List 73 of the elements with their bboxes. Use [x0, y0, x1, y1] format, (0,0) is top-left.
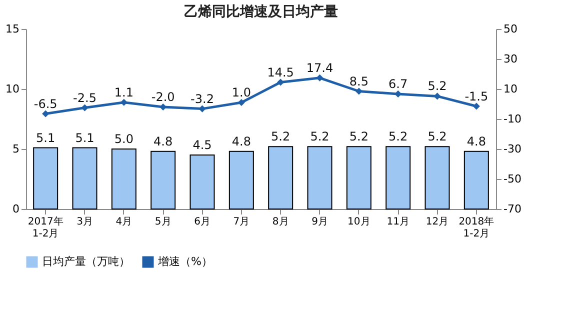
y2-tick-label: -70 [504, 202, 522, 216]
data-label: 5.1 [36, 130, 56, 145]
x-tick-label: 10月 [348, 216, 370, 228]
data-label: 5.1 [75, 130, 94, 145]
x-tick-label: 3月 [76, 216, 93, 228]
data-label: 5.2 [428, 79, 447, 94]
x-tick-label: 9月 [312, 216, 328, 228]
data-label: 5.2 [388, 130, 408, 144]
point [316, 74, 324, 82]
bar [424, 146, 450, 210]
x-tick-label: 7月 [233, 216, 250, 228]
point [81, 104, 88, 112]
bar [386, 146, 411, 210]
data-label: -2.0 [151, 90, 175, 104]
bar [190, 154, 215, 210]
y-tick-label: 15 [6, 22, 20, 36]
bar [228, 150, 254, 210]
data-label: -6.5 [34, 96, 58, 111]
bar [111, 148, 136, 210]
data-label: 5.2 [428, 130, 447, 144]
legend-label: 日均产量（万吨） [42, 255, 130, 268]
data-label: 5.2 [349, 130, 368, 144]
point [355, 88, 362, 95]
data-label: 6.7 [388, 76, 408, 91]
bar [307, 146, 332, 210]
data-label: -1.5 [464, 89, 488, 104]
x-tick-label: 4月 [116, 216, 132, 228]
data-label: -3.2 [190, 92, 214, 106]
point [277, 78, 284, 86]
chart-title: 乙烯同比增速及日均产量 [184, 3, 338, 20]
x-tick-label: 12月 [426, 216, 449, 228]
legend-label: 增速（%） [157, 255, 212, 268]
y2-tick-label: -10 [504, 112, 522, 126]
bar [464, 150, 489, 210]
bar [33, 147, 58, 210]
y2-tick-label: -50 [504, 172, 522, 186]
x-tick-label: 2017年 1-2月 [28, 216, 64, 240]
y2-tick-label: 10 [504, 82, 518, 96]
data-label: 1.0 [232, 86, 251, 100]
data-label: 5.2 [310, 130, 330, 144]
point [238, 98, 245, 106]
data-label: 4.5 [192, 138, 212, 152]
x-tick-label: 2018年 1-2月 [458, 216, 494, 240]
data-label: 1.1 [114, 85, 134, 100]
data-label: 4.8 [154, 134, 173, 148]
x-tick-label: 6月 [194, 216, 210, 228]
data-label: 4.8 [466, 134, 486, 148]
y2-tick-label: 30 [504, 52, 518, 66]
bar [346, 146, 372, 210]
data-label: -2.5 [73, 90, 96, 105]
point [434, 92, 441, 100]
data-label: 5.0 [114, 132, 134, 146]
point [120, 98, 128, 106]
data-label: 14.5 [267, 65, 294, 80]
x-tick-label: 11月 [386, 216, 410, 228]
bar [150, 150, 176, 210]
x-tick-label: 5月 [154, 216, 172, 228]
point [394, 90, 402, 98]
y2-tick-label: 50 [504, 22, 518, 36]
point [42, 110, 50, 118]
y-tick-label: 10 [6, 82, 20, 96]
bar [72, 147, 98, 210]
point [198, 105, 206, 112]
data-label: 8.5 [349, 74, 368, 88]
y-tick-label: 0 [12, 202, 20, 216]
x-tick-label: 8月 [272, 216, 289, 228]
point [472, 102, 480, 110]
data-label: 17.4 [306, 60, 334, 75]
bar [268, 146, 294, 210]
y2-tick-label: -30 [504, 142, 522, 156]
y-tick-label: 5 [12, 142, 20, 156]
data-label: 5.2 [271, 130, 290, 144]
data-label: 4.8 [232, 134, 251, 148]
